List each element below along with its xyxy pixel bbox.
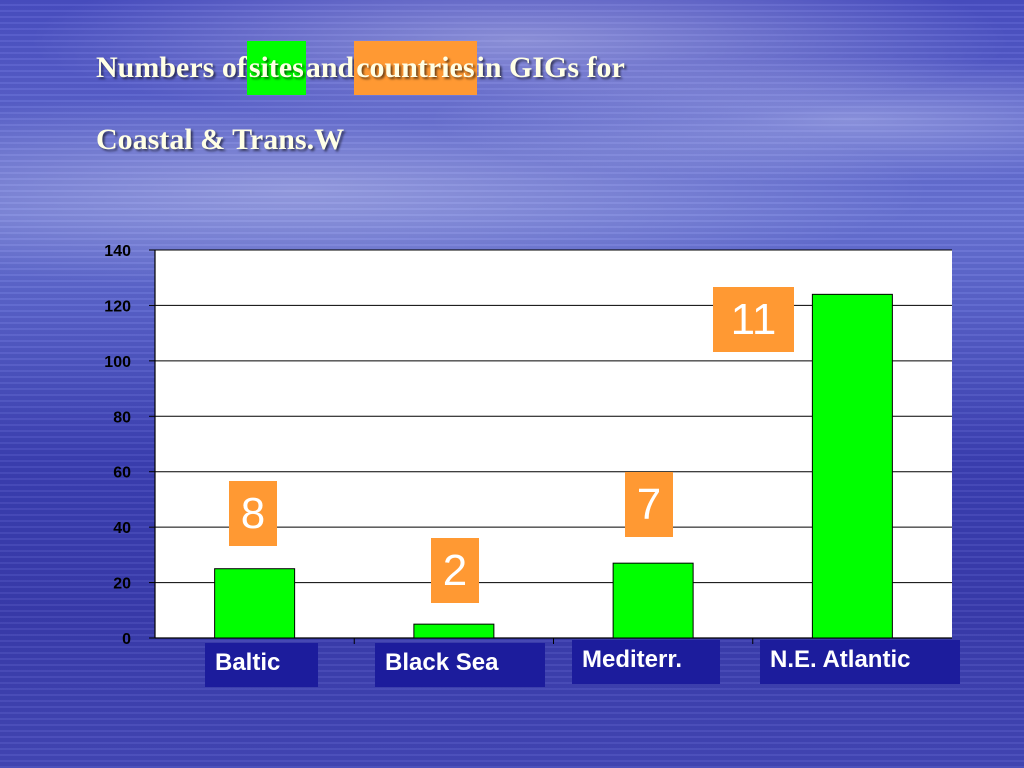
y-tick-label: 80 xyxy=(113,409,131,426)
bar xyxy=(612,562,694,639)
title-line-1: Numbers of sites and countries in GIGs f… xyxy=(96,41,625,95)
category-label: Black Sea xyxy=(375,643,545,687)
category-label: Mediterr. xyxy=(572,640,720,684)
category-label: Baltic xyxy=(205,643,318,687)
countries-count-label: 8 xyxy=(229,481,277,546)
y-tick-label: 120 xyxy=(104,298,131,315)
y-tick-label: 140 xyxy=(104,243,131,260)
y-tick-label: 60 xyxy=(113,465,131,482)
title-text-and: and xyxy=(305,51,355,84)
bar xyxy=(413,623,495,639)
y-tick-label: 20 xyxy=(113,576,131,593)
y-tick-label: 40 xyxy=(113,520,131,537)
y-tick-label: 0 xyxy=(122,631,131,648)
countries-count-label: 11 xyxy=(713,287,794,352)
title-highlight-countries: countries xyxy=(354,41,477,95)
title-highlight-sites: sites xyxy=(246,41,306,95)
countries-count-label: 7 xyxy=(625,472,673,537)
category-label: N.E. Atlantic xyxy=(760,640,960,684)
y-tick-label: 100 xyxy=(104,354,131,371)
bar xyxy=(214,568,296,639)
countries-count-label: 2 xyxy=(431,538,479,603)
title-line-2: Coastal & Trans.W xyxy=(96,123,345,156)
title-text-in-gigs: in GIGs for xyxy=(476,51,625,84)
bar xyxy=(811,293,893,639)
title-text-numbers-of: Numbers of xyxy=(96,51,247,84)
